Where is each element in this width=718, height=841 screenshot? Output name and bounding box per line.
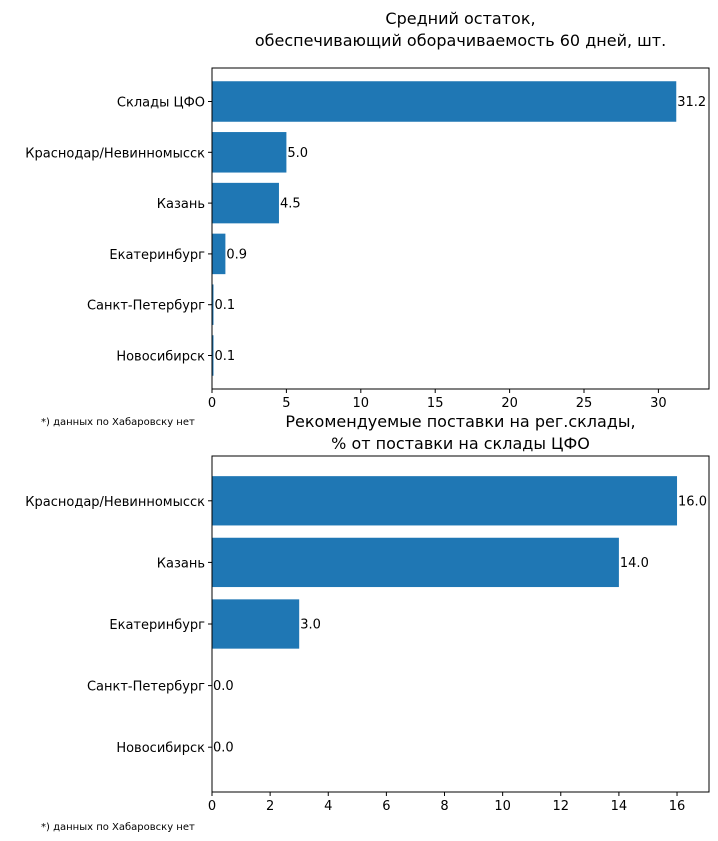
category-label: Санкт-Петербург	[87, 680, 205, 695]
x-tick-label: 10	[353, 396, 370, 411]
bar	[212, 335, 214, 376]
x-tick-label: 16	[669, 799, 686, 814]
category-label: Новосибирск	[116, 350, 205, 365]
bar	[212, 284, 214, 325]
chart-title-line: % от поставки на склады ЦФО	[331, 434, 590, 453]
value-label: 0.0	[213, 741, 234, 756]
chart-title-line: Рекомендуемые поставки на рег.склады,	[285, 412, 635, 431]
value-label: 0.1	[214, 298, 235, 313]
x-tick-label: 6	[382, 799, 390, 814]
bar	[212, 81, 677, 122]
value-label: 0.9	[226, 247, 247, 262]
value-label: 31.2	[677, 95, 706, 110]
category-label: Краснодар/Невинномысск	[25, 495, 205, 510]
axes-frame	[211, 67, 710, 390]
value-label: 3.0	[300, 618, 321, 633]
category-label: Екатеринбург	[109, 248, 205, 263]
x-tick-label: 0	[208, 799, 216, 814]
bar	[212, 182, 279, 224]
category-label: Краснодар/Невинномысск	[25, 146, 205, 161]
x-tick-label: 12	[552, 799, 569, 814]
x-tick-label: 30	[650, 396, 667, 411]
category-label: Новосибирск	[116, 741, 205, 756]
category-label: Санкт-Петербург	[87, 299, 205, 314]
bar	[212, 233, 226, 275]
x-tick-label: 8	[440, 799, 448, 814]
x-tick-label: 0	[208, 396, 216, 411]
category-label: Казань	[157, 556, 205, 571]
x-tick-label: 15	[427, 396, 444, 411]
value-label: 0.1	[214, 349, 235, 364]
chart-title-2: Рекомендуемые поставки на рег.склады, % о…	[285, 412, 635, 453]
value-label: 16.0	[678, 494, 707, 509]
value-label: 14.0	[620, 556, 649, 571]
x-tick-label: 10	[494, 799, 511, 814]
x-tick-label: 2	[266, 799, 274, 814]
chart-title-1: Средний остаток, обеспечивающий оборачива…	[255, 9, 666, 50]
footnote: *) данных по Хабаровску нет	[41, 417, 195, 428]
value-label: 4.5	[280, 197, 301, 212]
x-tick-label: 5	[282, 396, 290, 411]
bar	[212, 599, 300, 649]
bar	[212, 476, 678, 526]
category-label: Казань	[157, 197, 205, 212]
chart-title-line: обеспечивающий оборачиваемость 60 дней, …	[255, 31, 666, 50]
axes-frame	[211, 455, 710, 793]
bar	[212, 537, 619, 588]
x-tick-label: 25	[576, 396, 593, 411]
value-label: 5.0	[287, 146, 308, 161]
x-tick-label: 4	[324, 799, 332, 814]
chart-title-line: Средний остаток,	[385, 9, 535, 28]
bar	[212, 132, 287, 173]
category-label: Склады ЦФО	[117, 96, 205, 111]
footnote: *) данных по Хабаровску нет	[41, 822, 195, 833]
x-tick-label: 14	[611, 799, 628, 814]
category-label: Екатеринбург	[109, 618, 205, 633]
x-tick-label: 20	[501, 396, 518, 411]
value-label: 0.0	[213, 679, 234, 694]
